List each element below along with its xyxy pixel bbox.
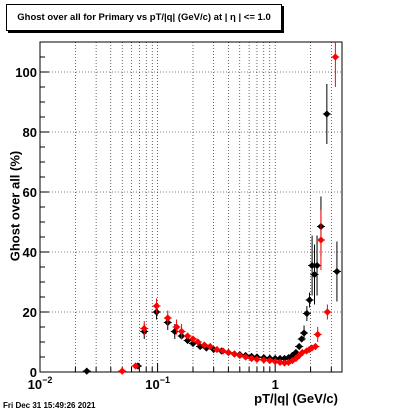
marker bbox=[213, 345, 221, 354]
data-point bbox=[131, 362, 140, 370]
data-point bbox=[332, 241, 341, 302]
data-point bbox=[172, 319, 181, 335]
data-point bbox=[323, 304, 332, 320]
marker bbox=[311, 342, 320, 351]
data-point bbox=[300, 325, 309, 341]
data-point bbox=[252, 355, 261, 363]
data-point bbox=[82, 367, 91, 375]
marker bbox=[313, 261, 321, 270]
marker bbox=[317, 236, 325, 244]
data-point bbox=[305, 292, 314, 308]
marker bbox=[241, 353, 250, 361]
y-tick-label: 80 bbox=[23, 125, 37, 140]
data-point bbox=[313, 235, 322, 296]
data-point bbox=[302, 306, 311, 321]
marker bbox=[230, 350, 239, 358]
marker bbox=[184, 332, 192, 340]
y-tick-label: 0 bbox=[30, 365, 37, 380]
data-point bbox=[219, 347, 228, 355]
marker bbox=[140, 324, 148, 333]
plot-frame bbox=[39, 41, 343, 373]
data-point bbox=[247, 354, 256, 363]
marker bbox=[131, 362, 140, 370]
data-point bbox=[188, 335, 197, 343]
marker bbox=[152, 302, 161, 310]
marker bbox=[323, 110, 331, 118]
data-point bbox=[140, 321, 149, 336]
marker bbox=[300, 329, 308, 337]
grid-lines bbox=[40, 42, 342, 372]
marker bbox=[276, 358, 284, 366]
marker bbox=[118, 367, 126, 375]
marker bbox=[298, 335, 306, 343]
data-point bbox=[152, 298, 161, 314]
marker bbox=[295, 342, 303, 351]
marker bbox=[276, 354, 284, 363]
y-tick-label: 40 bbox=[23, 245, 37, 260]
data-point bbox=[224, 348, 233, 357]
marker bbox=[224, 348, 232, 357]
x-tick-label: 10−2 bbox=[28, 375, 53, 392]
data-point bbox=[316, 210, 325, 270]
data-point bbox=[212, 345, 221, 354]
marker bbox=[206, 342, 214, 351]
marker bbox=[247, 354, 256, 363]
data-point bbox=[276, 354, 285, 363]
marker bbox=[83, 367, 91, 375]
data-point bbox=[295, 342, 304, 351]
y-tick-label: 60 bbox=[23, 185, 37, 200]
data-point bbox=[308, 235, 317, 296]
data-point bbox=[265, 357, 274, 365]
marker bbox=[323, 308, 332, 316]
data-point bbox=[183, 332, 192, 340]
y-tick-label: 20 bbox=[23, 305, 37, 320]
data-point bbox=[313, 327, 322, 342]
marker bbox=[288, 357, 296, 365]
y-axis-label: Ghost over all (%) bbox=[7, 150, 23, 262]
data-point bbox=[241, 353, 250, 361]
marker bbox=[303, 309, 311, 318]
marker bbox=[253, 355, 261, 363]
y-tick-label: 100 bbox=[15, 65, 37, 80]
data-point bbox=[331, 42, 340, 87]
marker bbox=[164, 314, 172, 322]
axes: 0 20 40 60 80 100 10−2 10−1 1 bbox=[15, 41, 332, 392]
marker bbox=[331, 53, 339, 61]
marker bbox=[310, 270, 319, 279]
marker bbox=[333, 267, 341, 276]
data-points bbox=[82, 42, 341, 375]
x-tick-label: 10−1 bbox=[145, 375, 170, 392]
marker bbox=[284, 354, 293, 362]
marker bbox=[194, 338, 202, 346]
marker bbox=[172, 323, 181, 331]
data-point bbox=[206, 342, 215, 351]
data-point bbox=[322, 84, 331, 144]
x-axis-label: pT/|q| (GeV/c) bbox=[254, 391, 338, 406]
marker bbox=[271, 357, 279, 366]
chart-title: Ghost over all for Primary vs pT/|q| (Ge… bbox=[6, 4, 282, 31]
data-point bbox=[230, 350, 239, 358]
marker bbox=[189, 335, 197, 343]
marker bbox=[219, 347, 227, 355]
marker bbox=[284, 358, 293, 366]
data-point bbox=[311, 342, 320, 351]
data-point bbox=[259, 356, 268, 364]
data-point bbox=[235, 351, 244, 360]
data-point bbox=[163, 310, 172, 326]
marker bbox=[177, 327, 186, 336]
marker bbox=[236, 351, 244, 360]
data-point bbox=[118, 367, 127, 375]
marker bbox=[260, 356, 268, 364]
x-tick-label: 1 bbox=[272, 377, 279, 392]
data-point bbox=[193, 338, 202, 346]
timestamp: Fri Dec 31 15:49:26 2021 bbox=[3, 401, 96, 410]
marker bbox=[314, 330, 322, 339]
marker bbox=[266, 357, 274, 365]
marker bbox=[308, 261, 316, 270]
data-point bbox=[177, 324, 186, 339]
marker bbox=[305, 296, 314, 304]
